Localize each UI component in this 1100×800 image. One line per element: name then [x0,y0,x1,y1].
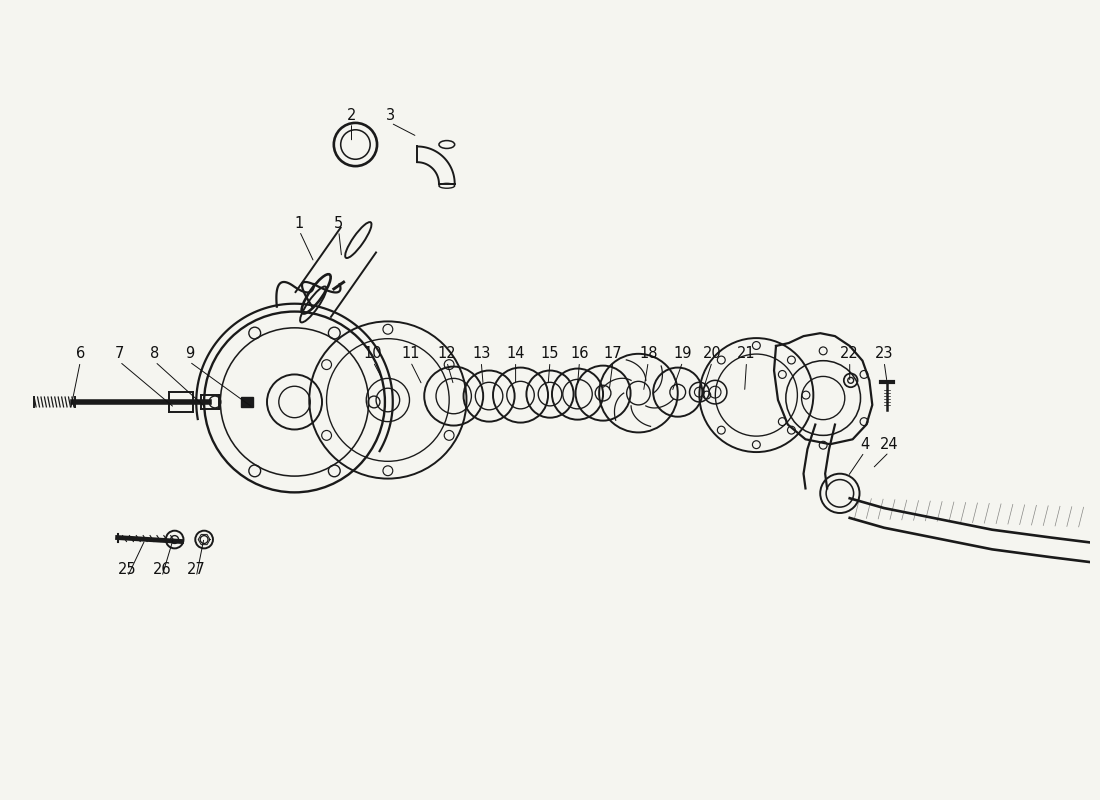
Text: 7: 7 [114,346,124,362]
Text: 8: 8 [151,346,160,362]
Text: 26: 26 [153,562,172,577]
Bar [242,397,253,407]
Text: 27: 27 [187,562,206,577]
Text: 25: 25 [118,562,136,577]
Text: 5: 5 [334,216,343,230]
Text: 16: 16 [570,346,589,362]
Text: 11: 11 [402,346,420,362]
Text: 9: 9 [185,346,194,362]
Text: 20: 20 [703,346,722,362]
Text: 15: 15 [541,346,559,362]
Text: 12: 12 [438,346,456,362]
Text: 3: 3 [386,107,395,122]
Text: 10: 10 [364,346,383,362]
Text: 24: 24 [880,437,899,452]
Text: 6: 6 [76,346,85,362]
Text: 4: 4 [860,437,869,452]
Text: 23: 23 [874,346,893,362]
Text: 2: 2 [346,107,356,122]
Text: 21: 21 [737,346,756,362]
Text: 13: 13 [472,346,491,362]
Text: 19: 19 [673,346,692,362]
Text: 17: 17 [604,346,623,362]
Text: 14: 14 [506,346,525,362]
Text: 22: 22 [840,346,859,362]
Text: 18: 18 [639,346,658,362]
Text: 1: 1 [295,216,304,230]
